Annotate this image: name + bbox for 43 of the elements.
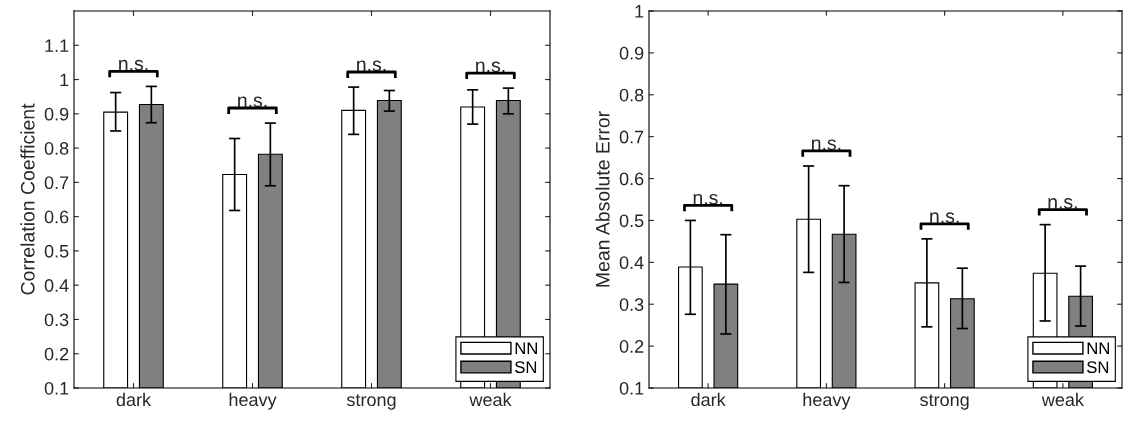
y-tick-label: 0.4 — [619, 256, 644, 270]
legend-label: NN — [1087, 342, 1109, 355]
annotation: n.s. — [476, 61, 505, 73]
annotation: n.s. — [238, 96, 267, 108]
annotation: n.s. — [812, 139, 841, 151]
annotation: n.s. — [930, 212, 959, 223]
y-tick-label: 0.6 — [619, 172, 644, 186]
x-tick-label: dark — [116, 392, 152, 407]
y-tick-label: 0.4 — [44, 279, 69, 292]
y-tick-label: 0.9 — [44, 107, 69, 121]
annotation: n.s. — [693, 193, 723, 205]
x-tick-label: heavy — [803, 392, 851, 410]
x-tick-label: dark — [691, 392, 726, 407]
y-tick-label: 0.1 — [619, 381, 644, 395]
y-tick-label: 1.1 — [45, 39, 69, 52]
y-tick-label: 1 — [60, 73, 69, 87]
legend-label: SN — [515, 361, 537, 374]
x-tick-label: strong — [920, 394, 969, 410]
y-tick-label: 0.7 — [44, 176, 69, 190]
x-tick-label: weak — [469, 392, 512, 407]
y-tick-label: 0.5 — [619, 214, 644, 228]
annotation: n.s. — [1048, 198, 1077, 209]
y-axis-title: Correlation Coefficient — [20, 103, 35, 295]
y-tick-label: 0.8 — [619, 88, 644, 102]
y-tick-label: 0.3 — [44, 313, 69, 327]
y-tick-label: 0.9 — [619, 46, 644, 60]
legend-label: SN — [1087, 361, 1109, 374]
y-tick-label: 0.7 — [619, 130, 644, 144]
y-axis-title: Mean Absolute Error — [595, 111, 610, 287]
annotation: n.s. — [357, 60, 386, 72]
y-tick-label: 0.3 — [619, 298, 644, 311]
annotation: n.s. — [119, 59, 148, 71]
legend-label: NN — [515, 342, 537, 355]
x-tick-label: heavy — [229, 392, 277, 410]
y-tick-label: 1 — [635, 5, 644, 18]
y-tick-label: 0.6 — [44, 210, 69, 224]
x-tick-label: weak — [1041, 392, 1084, 407]
y-tick-label: 0.5 — [44, 244, 69, 258]
y-tick-label: 0.2 — [44, 347, 69, 361]
y-tick-label: 0.1 — [44, 381, 69, 395]
x-tick-label: strong — [346, 394, 396, 410]
y-tick-label: 0.2 — [619, 340, 644, 353]
y-tick-label: 0.8 — [44, 142, 69, 155]
